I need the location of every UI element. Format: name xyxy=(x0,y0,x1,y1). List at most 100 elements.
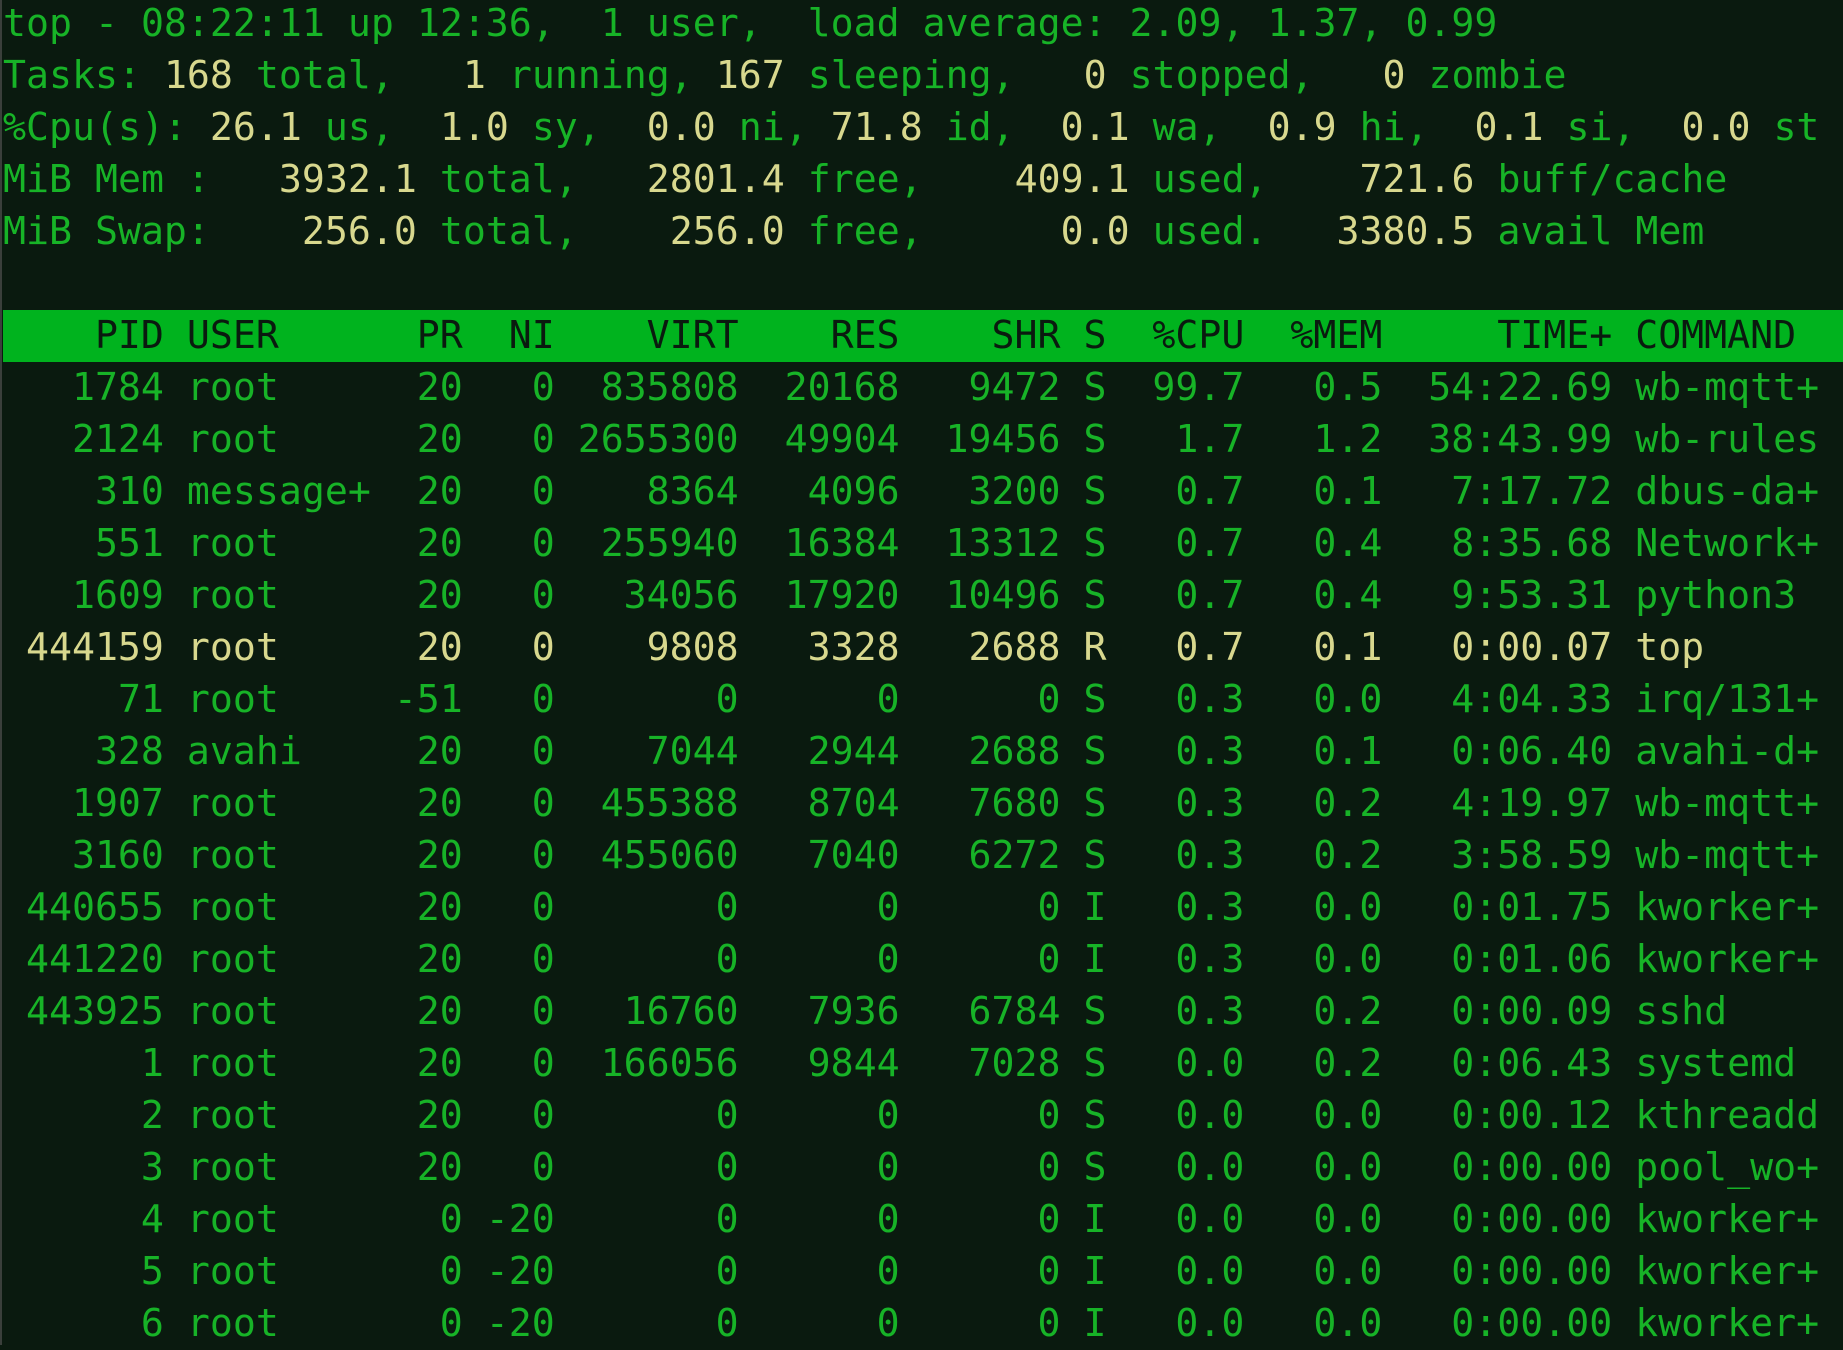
cell-res: 16384 xyxy=(784,522,900,566)
cell-mem: 0.0 xyxy=(1313,938,1383,982)
cell-virt: 9808 xyxy=(646,626,739,670)
cell-res: 0 xyxy=(876,1198,900,1242)
summary-label: zombie xyxy=(1405,54,1567,98)
process-row[interactable]: 4 root 0 -20 0 0 0 I 0.0 0.0 0:00.00 kworker+ xyxy=(3,1194,1843,1246)
cell-user: root xyxy=(186,1198,279,1242)
cell-mem: 1.2 xyxy=(1313,418,1383,462)
cell-virt: 0 xyxy=(715,886,739,930)
process-row[interactable]: 1 root 20 0 166056 9844 7028 S 0.0 0.2 0:06.43 syst… xyxy=(3,1038,1843,1090)
cell-time: 8:35.68 xyxy=(1451,522,1613,566)
cell-mem: 0.0 xyxy=(1313,1094,1383,1138)
cell-pid: 551 xyxy=(94,522,164,566)
blank-line xyxy=(3,258,1843,310)
summary-value: 0.0 xyxy=(646,106,716,150)
cell-state: S xyxy=(1083,470,1107,514)
cell-nice: -20 xyxy=(485,1198,555,1242)
cell-pid: 3160 xyxy=(71,834,164,878)
process-row[interactable]: 1784 root 20 0 835808 20168 9472 S 99.7 0.5 54:22.… xyxy=(3,362,1843,414)
cell-state: S xyxy=(1083,782,1107,826)
cell-shr: 7680 xyxy=(968,782,1061,826)
cell-res: 3328 xyxy=(807,626,900,670)
process-row[interactable]: 3160 root 20 0 455060 7040 6272 S 0.3 0.2 3:58.59 w… xyxy=(3,830,1843,882)
cell-priority: 20 xyxy=(416,990,463,1034)
cell-virt: 0 xyxy=(715,678,739,722)
cell-command: kworker+ xyxy=(1635,1198,1820,1242)
process-row[interactable]: 440655 root 20 0 0 0 0 I 0.3 0.0 0:01.75 kworker+ xyxy=(3,882,1843,934)
summary-label: Tasks: xyxy=(3,54,164,98)
cell-command: wb-rules xyxy=(1635,418,1820,462)
process-row[interactable]: 441220 root 20 0 0 0 0 I 0.3 0.0 0:01.06 kworker+ xyxy=(3,934,1843,986)
summary-label: total, xyxy=(232,54,463,98)
cell-nice: 0 xyxy=(531,626,555,670)
cell-command: irq/131+ xyxy=(1635,678,1820,722)
process-row[interactable]: 2 root 20 0 0 0 0 S 0.0 0.0 0:00.12 kthreadd xyxy=(3,1090,1843,1142)
summary-value: 71.8 xyxy=(830,106,923,150)
cell-command: top xyxy=(1635,626,1705,670)
cell-user: root xyxy=(186,990,279,1034)
cell-cpu: 0.7 xyxy=(1175,626,1245,670)
process-row[interactable]: 2124 root 20 0 2655300 49904 19456 S 1.7 1.2 38:43… xyxy=(3,414,1843,466)
summary-value: 409.1 xyxy=(1014,158,1130,202)
cell-priority: 20 xyxy=(416,574,463,618)
cell-mem: 0.5 xyxy=(1313,366,1383,410)
cell-virt: 0 xyxy=(715,1094,739,1138)
process-row[interactable]: 328 avahi 20 0 7044 2944 2688 S 0.3 0.1 0:06.40 ava… xyxy=(3,726,1843,778)
summary-value: 256.0 xyxy=(669,210,785,254)
summary-value: 0.0 xyxy=(1681,106,1751,150)
process-row[interactable]: 3 root 20 0 0 0 0 S 0.0 0.0 0:00.00 pool_wo+ xyxy=(3,1142,1843,1194)
cell-shr: 7028 xyxy=(968,1042,1061,1086)
column-header-user: USER xyxy=(186,314,279,358)
cell-priority: 20 xyxy=(416,522,463,566)
cell-state: S xyxy=(1083,1042,1107,1086)
cell-virt: 0 xyxy=(715,1302,739,1346)
cell-time: 38:43.99 xyxy=(1428,418,1613,462)
cell-user: root xyxy=(186,1302,279,1346)
process-table-body: 1784 root 20 0 835808 20168 9472 S 99.7 0.5 54:22.… xyxy=(3,362,1843,1350)
cell-time: 0:00.00 xyxy=(1451,1146,1613,1190)
cell-mem: 0.0 xyxy=(1313,1302,1383,1346)
summary-value: 0 xyxy=(1382,54,1406,98)
cell-priority: 20 xyxy=(416,470,463,514)
cell-mem: 0.0 xyxy=(1313,1198,1383,1242)
process-row[interactable]: 310 message+ 20 0 8364 4096 3200 S 0.7 0.1 7:17.72… xyxy=(3,466,1843,518)
cell-nice: 0 xyxy=(531,574,555,618)
cell-time: 0:06.43 xyxy=(1451,1042,1613,1086)
cell-virt: 8364 xyxy=(646,470,739,514)
summary-label: si, xyxy=(1543,106,1682,150)
summary-label: stopped, xyxy=(1106,54,1383,98)
process-row[interactable]: 6 root 0 -20 0 0 0 I 0.0 0.0 0:00.00 kworker+ xyxy=(3,1298,1843,1350)
column-header-mem: %MEM xyxy=(1290,314,1383,358)
process-row[interactable]: 443925 root 20 0 16760 7936 6784 S 0.3 0.2 0:00.09… xyxy=(3,986,1843,1038)
process-row[interactable]: 1907 root 20 0 455388 8704 7680 S 0.3 0.2 4:19.97 w… xyxy=(3,778,1843,830)
process-row[interactable]: 5 root 0 -20 0 0 0 I 0.0 0.0 0:00.00 kworker+ xyxy=(3,1246,1843,1298)
cell-cpu: 0.0 xyxy=(1175,1094,1245,1138)
process-row[interactable]: 1609 root 20 0 34056 17920 10496 S 0.7 0.4 9:53.31… xyxy=(3,570,1843,622)
process-row[interactable]: 444159 root 20 0 9808 3328 2688 R 0.7 0.1 0:00.07 t… xyxy=(3,622,1843,674)
summary-value: 0.1 xyxy=(1474,106,1544,150)
cell-virt: 0 xyxy=(715,1250,739,1294)
cell-res: 8704 xyxy=(807,782,900,826)
cell-user: root xyxy=(186,1250,279,1294)
cell-user: root xyxy=(186,418,279,462)
column-header-priority: PR xyxy=(416,314,463,358)
memory-line: MiB Mem : 3932.1 total, 2801.4 free, 409… xyxy=(3,154,1843,206)
cell-time: 0:00.00 xyxy=(1451,1198,1613,1242)
cell-mem: 0.0 xyxy=(1313,1146,1383,1190)
cell-pid: 310 xyxy=(94,470,164,514)
cell-state: R xyxy=(1083,626,1107,670)
column-header-virt: VIRT xyxy=(646,314,739,358)
cell-priority: 20 xyxy=(416,1146,463,1190)
cell-command: python3 xyxy=(1635,574,1797,618)
cell-shr: 0 xyxy=(1037,1146,1061,1190)
cell-shr: 13312 xyxy=(945,522,1061,566)
cell-cpu: 0.0 xyxy=(1175,1198,1245,1242)
process-row[interactable]: 551 root 20 0 255940 16384 13312 S 0.7 0.4 8:35.68… xyxy=(3,518,1843,570)
process-row[interactable]: 71 root -51 0 0 0 0 S 0.3 0.0 4:04.33 irq/131+ xyxy=(3,674,1843,726)
cell-virt: 16760 xyxy=(623,990,739,1034)
cell-pid: 2124 xyxy=(71,418,164,462)
cell-nice: 0 xyxy=(531,522,555,566)
cell-virt: 455388 xyxy=(600,782,739,826)
summary-value: 3932.1 xyxy=(278,158,417,202)
terminal-top-output[interactable]: top - 08:22:11 up 12:36, 1 user, load av… xyxy=(3,0,1843,1350)
summary-value: 168 xyxy=(163,54,233,98)
